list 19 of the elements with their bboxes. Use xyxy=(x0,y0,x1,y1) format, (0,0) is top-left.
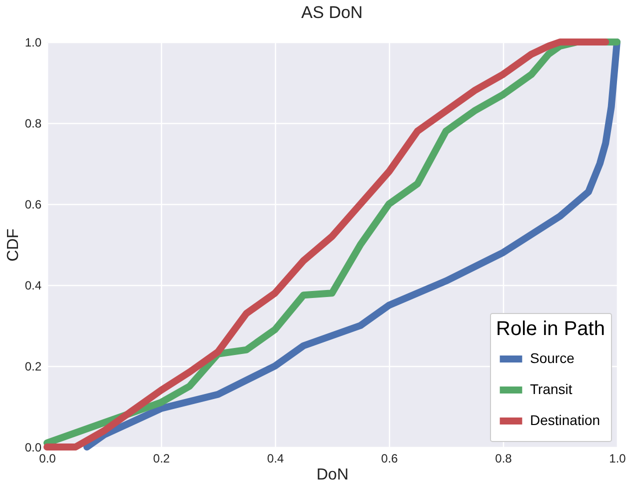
legend-label: Source xyxy=(530,350,575,366)
y-tick-label: 0.8 xyxy=(24,116,42,130)
x-tick-label: 0.2 xyxy=(153,452,170,466)
chart-title: AS DoN xyxy=(301,3,363,22)
x-tick-label: 0.4 xyxy=(267,452,284,466)
y-tick-label: 0.2 xyxy=(24,360,42,374)
x-tick-label: 1.0 xyxy=(609,452,626,466)
y-axis-title: CDF xyxy=(4,228,22,262)
y-tick-label: 0.6 xyxy=(24,198,42,212)
y-tick-label: 0.0 xyxy=(24,440,42,454)
x-tick-label: 0.8 xyxy=(495,452,512,466)
x-tick-label: 0.6 xyxy=(381,452,398,466)
y-tick-label: 1.0 xyxy=(24,36,42,50)
x-tick-label: 0.0 xyxy=(39,452,56,466)
y-tick-label: 0.4 xyxy=(24,278,42,292)
x-axis-title: DoN xyxy=(316,466,349,484)
legend-title: Role in Path xyxy=(496,318,605,340)
legend-label: Destination xyxy=(530,412,600,428)
legend-label: Transit xyxy=(530,381,572,397)
